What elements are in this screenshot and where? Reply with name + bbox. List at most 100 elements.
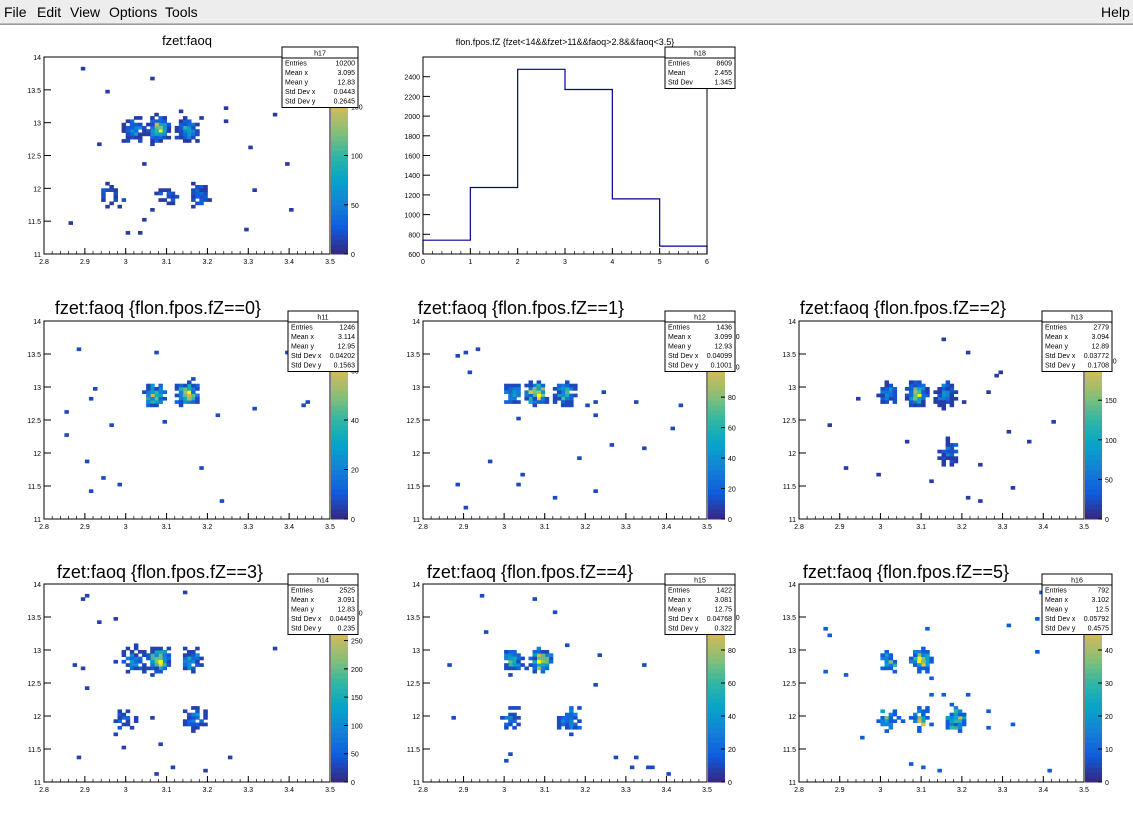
heatmap-bin bbox=[949, 719, 955, 723]
heatmap-bin bbox=[187, 712, 192, 717]
heatmap-bin bbox=[917, 653, 922, 657]
heatmap-bin bbox=[113, 188, 118, 192]
heatmap-bin bbox=[536, 646, 542, 651]
heatmap-bin bbox=[929, 479, 934, 484]
heatmap-bin bbox=[129, 135, 135, 140]
y-tick-label: 12.5 bbox=[406, 418, 420, 425]
color-bar-step bbox=[331, 415, 348, 421]
y-tick-label: 12 bbox=[412, 451, 420, 458]
stats-value: 8609 bbox=[716, 61, 732, 68]
heatmap-bin bbox=[105, 181, 110, 186]
y-tick-label: 2000 bbox=[404, 114, 420, 121]
heatmap-bin bbox=[162, 188, 167, 192]
color-bar-step bbox=[1085, 702, 1102, 709]
heatmap-bin bbox=[125, 135, 131, 140]
root-canvas[interactable]: fzet:faoq0501001502.82.933.13.23.33.43.5… bbox=[0, 24, 1133, 817]
heatmap-bin bbox=[508, 656, 513, 661]
stats-label: Entries bbox=[291, 325, 313, 332]
heatmap-bin bbox=[146, 390, 151, 394]
heatmap-bin bbox=[133, 116, 139, 120]
color-bar-step bbox=[708, 702, 725, 709]
stats-label: Mean x bbox=[285, 70, 308, 77]
menu-file[interactable]: File bbox=[4, 4, 27, 20]
heatmap-bin bbox=[248, 145, 253, 150]
heatmap-bin bbox=[593, 400, 598, 404]
heatmap-bin bbox=[142, 132, 147, 137]
x-tick-label: 3.2 bbox=[957, 787, 967, 794]
heatmap-bin bbox=[961, 712, 967, 717]
heatmap-bin bbox=[512, 706, 517, 710]
heatmap-bin bbox=[508, 659, 513, 664]
heatmap-bin bbox=[540, 396, 546, 401]
heatmap-bin bbox=[917, 383, 922, 388]
y-tick-label: 13.5 bbox=[406, 615, 420, 622]
heatmap-bin bbox=[917, 387, 922, 391]
heatmap-bin bbox=[957, 712, 963, 717]
heatmap-bin bbox=[117, 709, 122, 714]
heatmap-bin bbox=[150, 387, 155, 391]
stats-label: Std Dev y bbox=[668, 626, 699, 633]
stats-label: Mean x bbox=[668, 334, 691, 341]
heatmap-bin bbox=[178, 393, 184, 398]
heatmap-bin bbox=[158, 400, 163, 404]
menu-view[interactable]: View bbox=[70, 4, 101, 20]
heatmap-bin bbox=[125, 139, 131, 143]
heatmap-bin bbox=[953, 712, 959, 717]
x-tick-label: 3.1 bbox=[162, 259, 172, 266]
heatmap-bin bbox=[508, 650, 513, 654]
color-bar-tick-label: 50 bbox=[1105, 477, 1113, 484]
heatmap-bin bbox=[142, 650, 147, 654]
menu-help[interactable]: Help bbox=[1101, 4, 1130, 20]
heatmap-bin bbox=[524, 666, 529, 671]
heatmap-bin bbox=[125, 722, 131, 727]
heatmap-bin bbox=[945, 725, 951, 730]
y-tick-label: 1600 bbox=[404, 154, 420, 161]
heatmap-bin bbox=[504, 390, 509, 394]
heatmap-bin bbox=[913, 719, 918, 723]
heatmap-bin bbox=[170, 194, 176, 199]
heatmap-bin bbox=[187, 139, 192, 143]
color-bar-step bbox=[708, 722, 725, 729]
heatmap-bin bbox=[876, 472, 881, 477]
heatmap-bin bbox=[178, 390, 184, 394]
heatmap-bin bbox=[150, 383, 155, 388]
color-bar-tick-label: 40 bbox=[728, 714, 736, 721]
color-bar-step bbox=[331, 160, 348, 166]
x-tick-label: 3.4 bbox=[284, 787, 294, 794]
y-axis: 11 11.5 12 12.5 13 13.5 14 bbox=[27, 55, 51, 259]
color-bar-step bbox=[708, 742, 725, 748]
heatmap-bin bbox=[80, 66, 86, 71]
menu-edit[interactable]: Edit bbox=[37, 4, 62, 20]
heatmap-bin bbox=[508, 663, 513, 667]
heatmap-bin bbox=[880, 390, 885, 394]
heatmap-bin bbox=[884, 729, 889, 733]
heatmap-bin bbox=[569, 400, 574, 404]
heatmap-bin bbox=[121, 722, 127, 727]
heatmap-bin bbox=[908, 400, 914, 404]
menu-options[interactable]: Options bbox=[109, 4, 158, 20]
color-bar-step bbox=[331, 474, 348, 480]
x-tick-label: 3.2 bbox=[203, 787, 213, 794]
heatmap-bin bbox=[908, 396, 914, 401]
heatmap-bin bbox=[536, 650, 542, 654]
heatmap-bin bbox=[880, 666, 885, 671]
heatmap-bin bbox=[146, 656, 151, 661]
stats-box-title: h18 bbox=[694, 51, 706, 58]
heatmap-bin bbox=[888, 719, 894, 723]
heatmap-bin bbox=[573, 725, 578, 730]
heatmap-bin bbox=[908, 762, 914, 766]
canvas-area[interactable] bbox=[0, 24, 1133, 817]
color-bar-step bbox=[1085, 449, 1102, 456]
menu-tools[interactable]: Tools bbox=[165, 4, 198, 20]
x-tick-label: 2.9 bbox=[80, 524, 90, 531]
color-bar-step bbox=[708, 395, 725, 401]
y-tick-label: 11.5 bbox=[783, 484, 796, 491]
x-axis: 2.8 2.9 3 3.1 3.2 3.3 3.4 3.5 bbox=[794, 776, 1089, 794]
color-bar-step bbox=[331, 752, 348, 758]
heatmap-bin bbox=[917, 669, 922, 674]
heatmap-bin bbox=[146, 122, 151, 127]
heatmap-bin bbox=[142, 217, 147, 222]
stats-box-title: h14 bbox=[317, 578, 329, 585]
x-tick-label: 3.3 bbox=[621, 787, 631, 794]
heatmap-bin bbox=[121, 745, 127, 750]
